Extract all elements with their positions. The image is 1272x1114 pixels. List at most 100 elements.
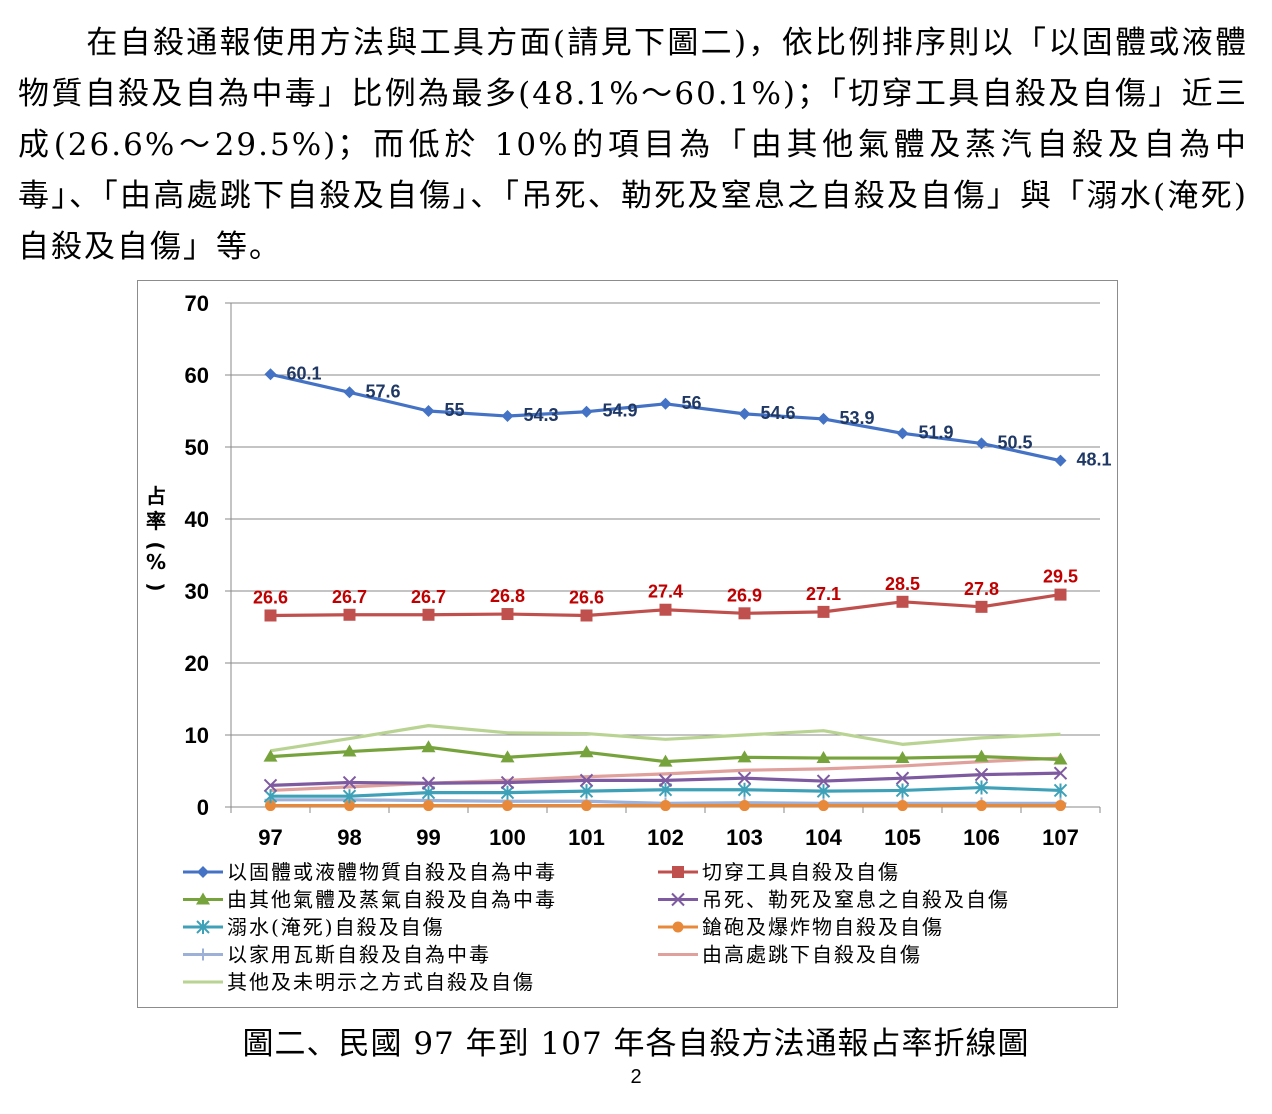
data-point [737,782,752,797]
data-point [896,595,909,608]
data-point [1053,783,1068,798]
y-tick-label: 70 [185,291,209,316]
legend-label: 以家用瓦斯自殺及自為中毒 [227,943,491,967]
data-point [818,800,829,812]
data-point [500,785,515,800]
y-tick-label: 50 [185,435,209,460]
series-1: 60.1 57.6 55 54.3 54.9 56 54.6 53.9 51.9 50.5 48.1 [264,363,1112,470]
series-line [270,724,1061,753]
x-tick-label: 101 [568,825,605,850]
data-point [196,892,210,905]
data-point [974,749,989,762]
data-label: 60.1 [287,363,322,383]
data-point [1053,752,1068,765]
data-point [974,780,989,795]
data-label: 54.9 [603,401,638,421]
data-point [660,800,671,812]
data-point [816,751,831,764]
series-5 [263,780,1068,804]
series-4 [263,766,1068,793]
data-point [580,609,593,622]
data-point [343,386,356,399]
data-point [1054,588,1067,601]
y-tick-label: 30 [185,579,209,604]
legend-item: 吊死、勒死及窒息之自殺及自傷 [658,888,1010,912]
data-point [1054,454,1067,467]
data-label: 29.5 [1043,567,1078,587]
data-label: 26.9 [727,585,762,605]
y-axis-label-char: 率 [146,509,166,533]
y-axis-label-char: 占 [146,484,166,508]
data-point [895,751,910,764]
data-label: 57.6 [366,381,401,401]
legend-item: 以固體或液體物質自殺及自為中毒 [183,860,555,884]
data-label: 48.1 [1077,450,1112,470]
x-tick-label: 102 [647,825,684,850]
x-tick-label: 105 [884,825,921,850]
data-point [816,784,831,799]
x-tick-label: 97 [258,825,282,850]
y-tick-label: 20 [185,651,209,676]
intro-paragraph-text: 在自殺通報使用方法與工具方面(請見下圖二)，依比例排序則以「以固體或液體物質自殺… [18,25,1248,265]
data-point [817,605,830,618]
line-chart: 0 10 20 30 40 50 60 70 97 98 99 100 101 102 103 104 105 1… [137,280,1118,1008]
intro-paragraph: 在自殺通報使用方法與工具方面(請見下圖二)，依比例排序則以「以固體或液體物質自殺… [18,18,1248,273]
data-point [581,800,592,812]
data-point [579,773,594,788]
data-label: 26.7 [411,587,446,607]
data-label: 55 [445,400,465,420]
figure-caption: 圖二、民國 97 年到 107 年各自殺方法通報占率折線圖 [242,1026,1030,1062]
y-axis-label-char: ( [144,541,168,550]
data-point [816,774,831,788]
legend-label: 由其他氣體及蒸氣自殺及自為中毒 [227,888,557,912]
data-point [196,920,210,934]
data-point [975,437,988,450]
data-point [895,783,910,798]
data-point [897,800,908,812]
data-label: 54.6 [761,403,796,423]
y-tick-label: 0 [197,795,209,820]
data-point [421,776,436,790]
data-point [896,427,909,440]
data-label: 27.8 [964,579,999,599]
data-point [975,600,988,613]
data-point [658,754,673,767]
data-label: 54.3 [524,405,559,425]
data-point [342,744,357,757]
line-chart-svg: 0 10 20 30 40 50 60 70 97 98 99 100 101 102 103 104 105 1… [144,291,1112,994]
data-label: 51.9 [919,422,954,442]
data-point [264,368,277,381]
data-label: 26.6 [569,587,604,607]
x-tick-label: 106 [963,825,1000,850]
data-point [580,405,593,418]
data-label: 53.9 [840,408,875,428]
data-label: 27.4 [648,582,683,602]
x-tick-label: 99 [416,825,440,850]
data-point [501,410,514,423]
series-9 [270,724,1061,753]
data-point [817,412,830,425]
data-point [738,407,751,420]
data-point [974,767,989,782]
data-point [263,749,278,762]
data-point [197,866,209,878]
data-point [343,608,356,621]
data-point [658,773,673,788]
legend-label: 吊死、勒死及窒息之自殺及自傷 [702,888,1010,912]
data-point [739,800,750,812]
data-point [659,397,672,410]
y-axis-label-char: ) [144,582,168,591]
series-2: 26.6 26.7 26.7 26.8 26.6 27.4 26.9 27.1 28.5 27.8… [253,567,1078,622]
data-label: 26.6 [253,587,288,607]
data-point [976,800,987,812]
legend-item: 鎗砲及爆炸物自殺及自傷 [658,915,942,939]
legend-label: 其他及未明示之方式自殺及自傷 [227,970,535,994]
data-label: 26.7 [332,587,367,607]
data-label: 56 [682,393,702,413]
data-point [421,740,436,753]
data-point [500,775,515,790]
legend-item: 切穿工具自殺及自傷 [658,860,898,884]
legend-item: 溺水(淹死)自殺及自傷 [183,915,443,939]
data-label: 50.5 [998,432,1033,452]
